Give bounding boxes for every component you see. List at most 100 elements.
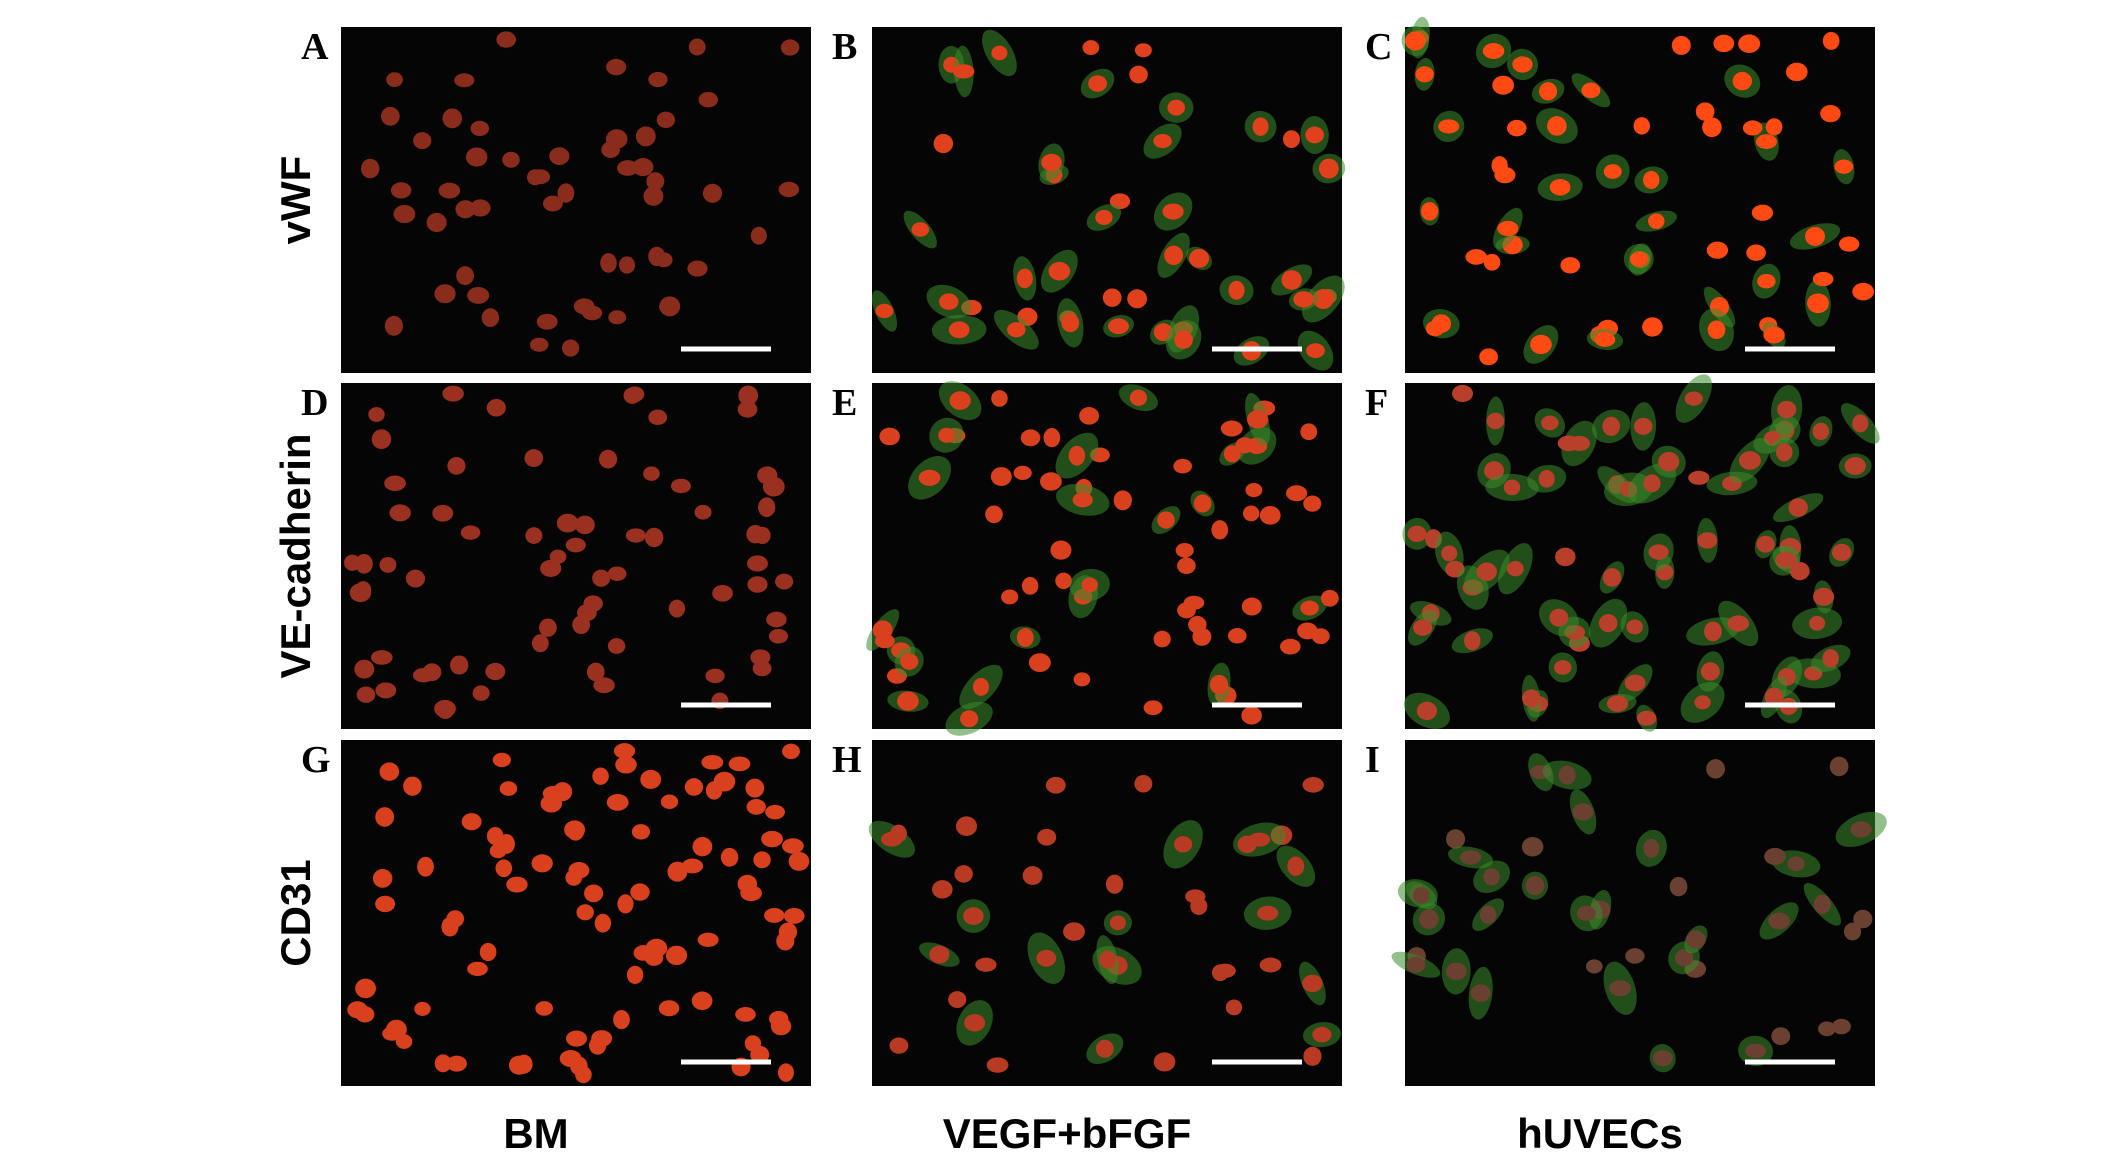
nucleus	[1451, 384, 1474, 403]
nucleus	[631, 824, 651, 840]
nucleus	[1242, 505, 1260, 522]
nucleus	[606, 793, 629, 811]
row-label: CD31	[272, 859, 319, 966]
nucleus	[643, 466, 660, 481]
nucleus	[1831, 1018, 1851, 1035]
nucleus	[1598, 614, 1618, 633]
nucleus	[764, 907, 785, 923]
nucleus	[1751, 204, 1774, 221]
micrograph-panel	[341, 383, 811, 729]
nucleus	[1789, 561, 1810, 581]
nucleus	[630, 883, 650, 901]
nucleus	[565, 537, 586, 553]
nucleus	[1157, 511, 1175, 529]
nucleus	[1134, 774, 1153, 793]
panel-letter: F	[1365, 382, 1388, 424]
nucleus	[659, 296, 681, 317]
nucleus	[1113, 490, 1132, 511]
nucleus	[384, 475, 406, 491]
nucleus	[1281, 270, 1302, 290]
nucleus	[1407, 525, 1427, 542]
nucleus	[617, 160, 639, 176]
nucleus	[1643, 170, 1660, 190]
nucleus	[737, 874, 758, 893]
micrograph	[341, 27, 811, 373]
nucleus	[606, 58, 627, 76]
nucleus	[1297, 622, 1318, 640]
nucleus	[1530, 334, 1552, 355]
nucleus	[1241, 706, 1262, 725]
nucleus	[648, 71, 668, 88]
nucleus	[1036, 949, 1057, 967]
nucleus	[1624, 674, 1646, 692]
micrograph-panel	[871, 27, 1346, 373]
nucleus	[1594, 332, 1616, 347]
nucleus	[467, 286, 490, 304]
nucleus	[1220, 420, 1243, 437]
nucleus	[1007, 322, 1026, 338]
nucleus	[1312, 1026, 1332, 1043]
nucleus	[1606, 695, 1629, 712]
nucleus	[454, 73, 475, 88]
nucleus	[688, 38, 706, 56]
nucleus	[1470, 984, 1491, 1003]
nucleus	[768, 628, 789, 644]
nucleus	[1441, 545, 1458, 562]
nucleus	[1642, 317, 1663, 337]
nucleus	[1241, 597, 1262, 616]
nucleus	[972, 677, 990, 696]
nucleus	[1538, 469, 1555, 488]
nucleus	[933, 133, 954, 154]
nucleus	[1425, 320, 1445, 337]
column-label: VEGF+bFGF	[943, 1110, 1192, 1157]
nucleus	[964, 1014, 986, 1032]
nucleus	[456, 266, 475, 286]
nucleus	[1108, 318, 1129, 335]
nucleus	[1479, 348, 1498, 366]
nucleus	[617, 894, 634, 914]
nucleus	[1547, 116, 1567, 136]
nucleus	[949, 391, 971, 410]
nucleus	[1813, 587, 1835, 606]
nucleus	[777, 1063, 794, 1082]
nucleus	[1707, 320, 1726, 340]
nucleus	[1541, 415, 1559, 431]
nucleus	[1497, 220, 1519, 237]
nucleus	[608, 310, 627, 325]
nucleus	[761, 830, 783, 848]
nucleus	[1643, 838, 1660, 858]
nucleus	[447, 456, 466, 475]
nucleus	[1838, 236, 1860, 252]
nucleus	[607, 638, 626, 654]
nucleus	[1755, 134, 1777, 149]
nucleus	[1228, 280, 1245, 300]
nucleus	[692, 837, 713, 857]
nucleus	[744, 1035, 762, 1052]
nucleus	[1167, 99, 1186, 116]
nucleus	[1420, 202, 1439, 221]
nucleus	[1153, 630, 1171, 648]
nucleus	[1061, 313, 1080, 333]
micrograph-panel	[1391, 740, 1887, 1086]
nucleus	[1763, 326, 1785, 344]
nucleus	[775, 573, 794, 590]
nucleus	[489, 843, 507, 859]
nucleus	[691, 991, 713, 1011]
nucleus	[1831, 543, 1852, 562]
nucleus	[1738, 451, 1761, 470]
nucleus	[955, 816, 978, 837]
nucleus	[697, 932, 719, 947]
nucleus	[594, 913, 612, 933]
nucleus	[1572, 803, 1594, 821]
nucleus	[450, 655, 469, 675]
nucleus	[549, 147, 570, 166]
nucleus	[788, 851, 810, 871]
nucleus	[1153, 133, 1172, 149]
nucleus	[1225, 999, 1243, 1016]
nucleus	[874, 633, 895, 649]
nucleus	[625, 386, 645, 402]
nucleus	[386, 72, 403, 88]
nucleus	[1174, 330, 1193, 349]
nucleus	[1554, 660, 1572, 675]
nucleus	[1853, 909, 1873, 929]
